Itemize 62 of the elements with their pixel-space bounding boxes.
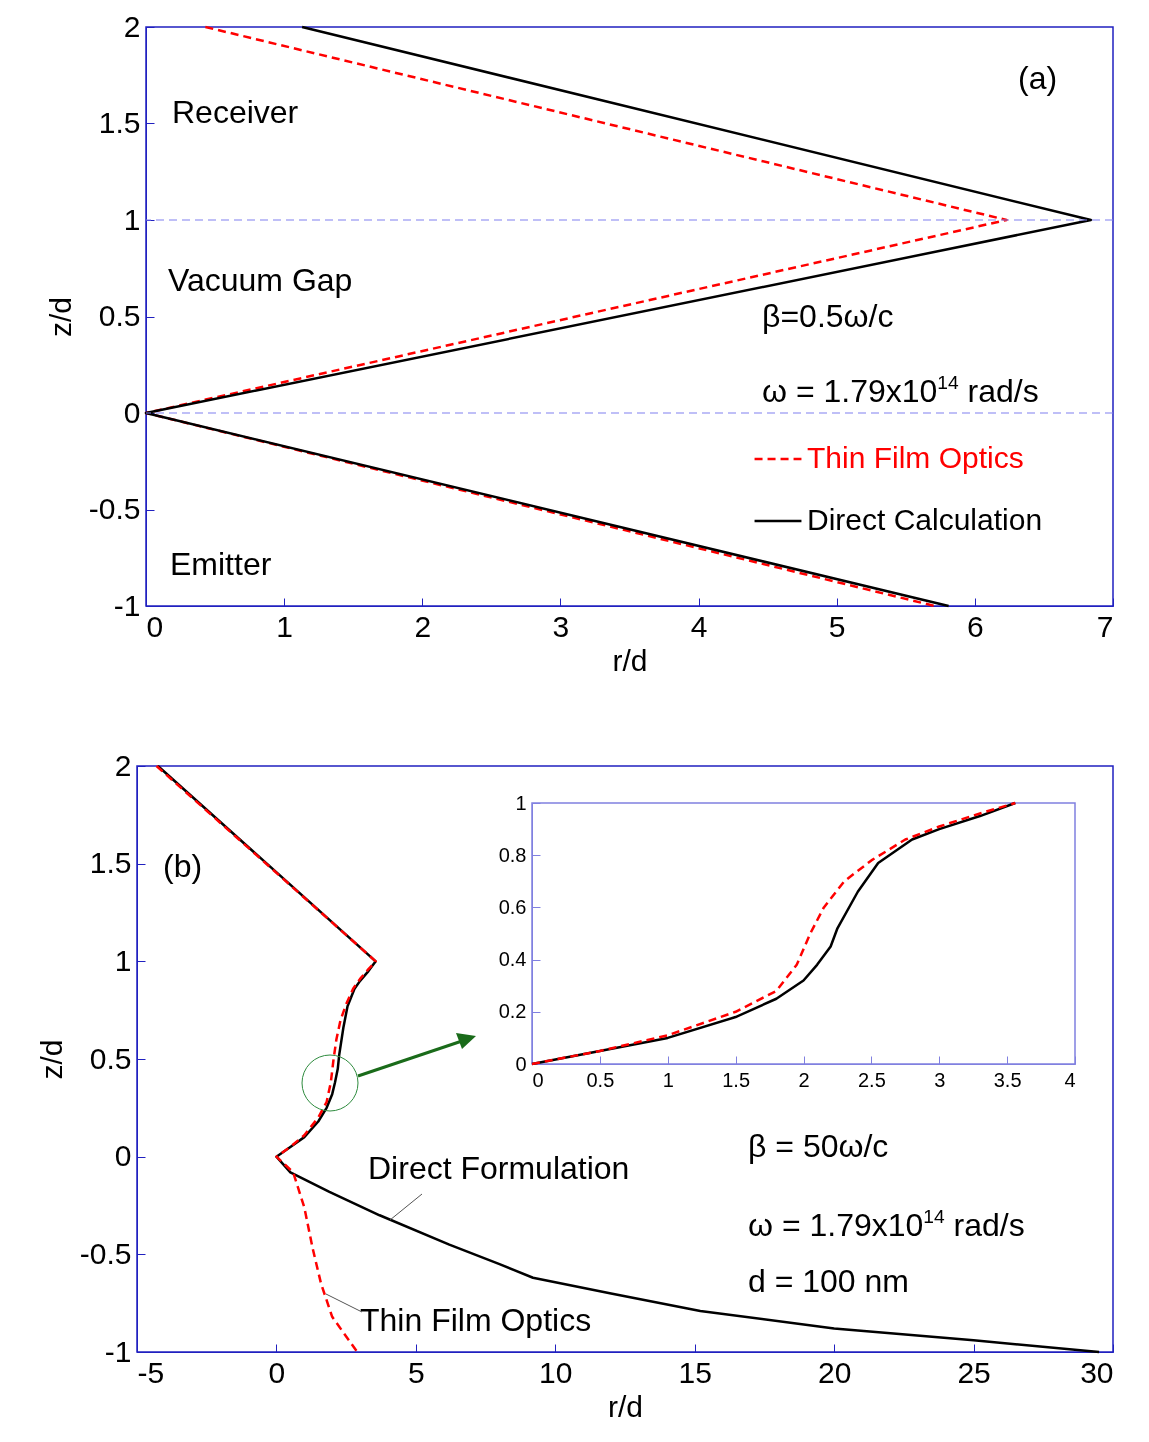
x-tick-label: 3 [552,609,570,643]
x-tick-label: 3.5 [993,1068,1022,1091]
x-axis-title: r/d [612,643,648,677]
x-tick-label: 10 [539,1355,573,1389]
y-tick-label: 2 [114,748,132,782]
x-tick-label: 2 [798,1068,810,1091]
annotation: β = 50ω/c [748,1128,889,1164]
annotation: (a) [1018,60,1058,96]
y-tick-label: 0 [123,395,141,429]
x-tick-label: 7 [1096,609,1114,643]
x-tick-label: 0 [146,609,164,643]
y-tick-label: 0.2 [498,1000,527,1023]
x-axis-title: r/d [607,1389,644,1423]
annotation: Receiver [172,94,299,130]
x-tick-label: 5 [828,609,846,643]
x-tick-label: 2 [414,609,432,643]
y-tick-label: -1 [104,1334,132,1368]
y-tick-label: 0.8 [498,843,527,866]
annotation: ω = 1.79x10$^{14}$ rad/s [748,1205,1025,1244]
y-tick-label: 2 [123,9,141,43]
x-tick-label: 0 [268,1355,286,1389]
x-tick-label: 0.5 [586,1068,615,1091]
x-tick-label: -5 [137,1355,165,1389]
legend-label: Thin Film Optics [807,441,1024,474]
y-tick-label: 1 [114,943,132,977]
annotation: Emitter [170,546,272,582]
series-label: Direct Formulation [368,1150,630,1186]
x-tick-label: 30 [1080,1355,1114,1389]
x-tick-label: 2.5 [857,1068,886,1091]
y-tick-label: 1.5 [89,846,132,880]
y-tick-label: 0.4 [498,948,527,971]
y-axis-title: z/d [34,1039,68,1080]
annotation: β=0.5ω/c [762,298,894,334]
y-tick-label: 0.5 [98,299,141,332]
y-axis-title: z/d [43,296,77,338]
x-tick-label: 25 [957,1355,991,1389]
x-tick-label: 6 [967,609,984,643]
legend-label: Direct Calculation [807,503,1043,536]
series-label: Thin Film Optics [360,1302,592,1338]
y-tick-label: -1 [113,588,141,622]
annotation: Vacuum Gap [168,262,353,298]
annotation: d = 100 nm [748,1263,909,1299]
y-tick-label: 0 [114,1139,132,1173]
y-tick-label: -0.5 [79,1236,132,1270]
y-tick-label: 0.6 [498,895,527,918]
x-tick-label: 5 [408,1355,425,1389]
x-tick-label: 4 [690,609,708,643]
x-tick-label: 1.5 [722,1068,751,1091]
annotation: (b) [163,848,203,884]
x-tick-label: 4 [1064,1068,1076,1091]
y-tick-label: 1.5 [98,106,141,139]
y-tick-label: 0 [515,1052,527,1075]
x-tick-label: 15 [678,1355,712,1389]
x-tick-label: 3 [934,1068,946,1091]
x-tick-label: 0 [532,1068,544,1091]
x-tick-label: 1 [662,1068,674,1091]
annotation: ω = 1.79x10$^{14}$ rad/s [762,371,1039,410]
y-tick-label: -0.5 [88,492,141,525]
y-tick-label: 1 [515,791,527,814]
x-tick-label: 20 [817,1355,852,1389]
y-tick-label: 1 [123,202,141,236]
x-tick-label: 1 [276,609,293,643]
